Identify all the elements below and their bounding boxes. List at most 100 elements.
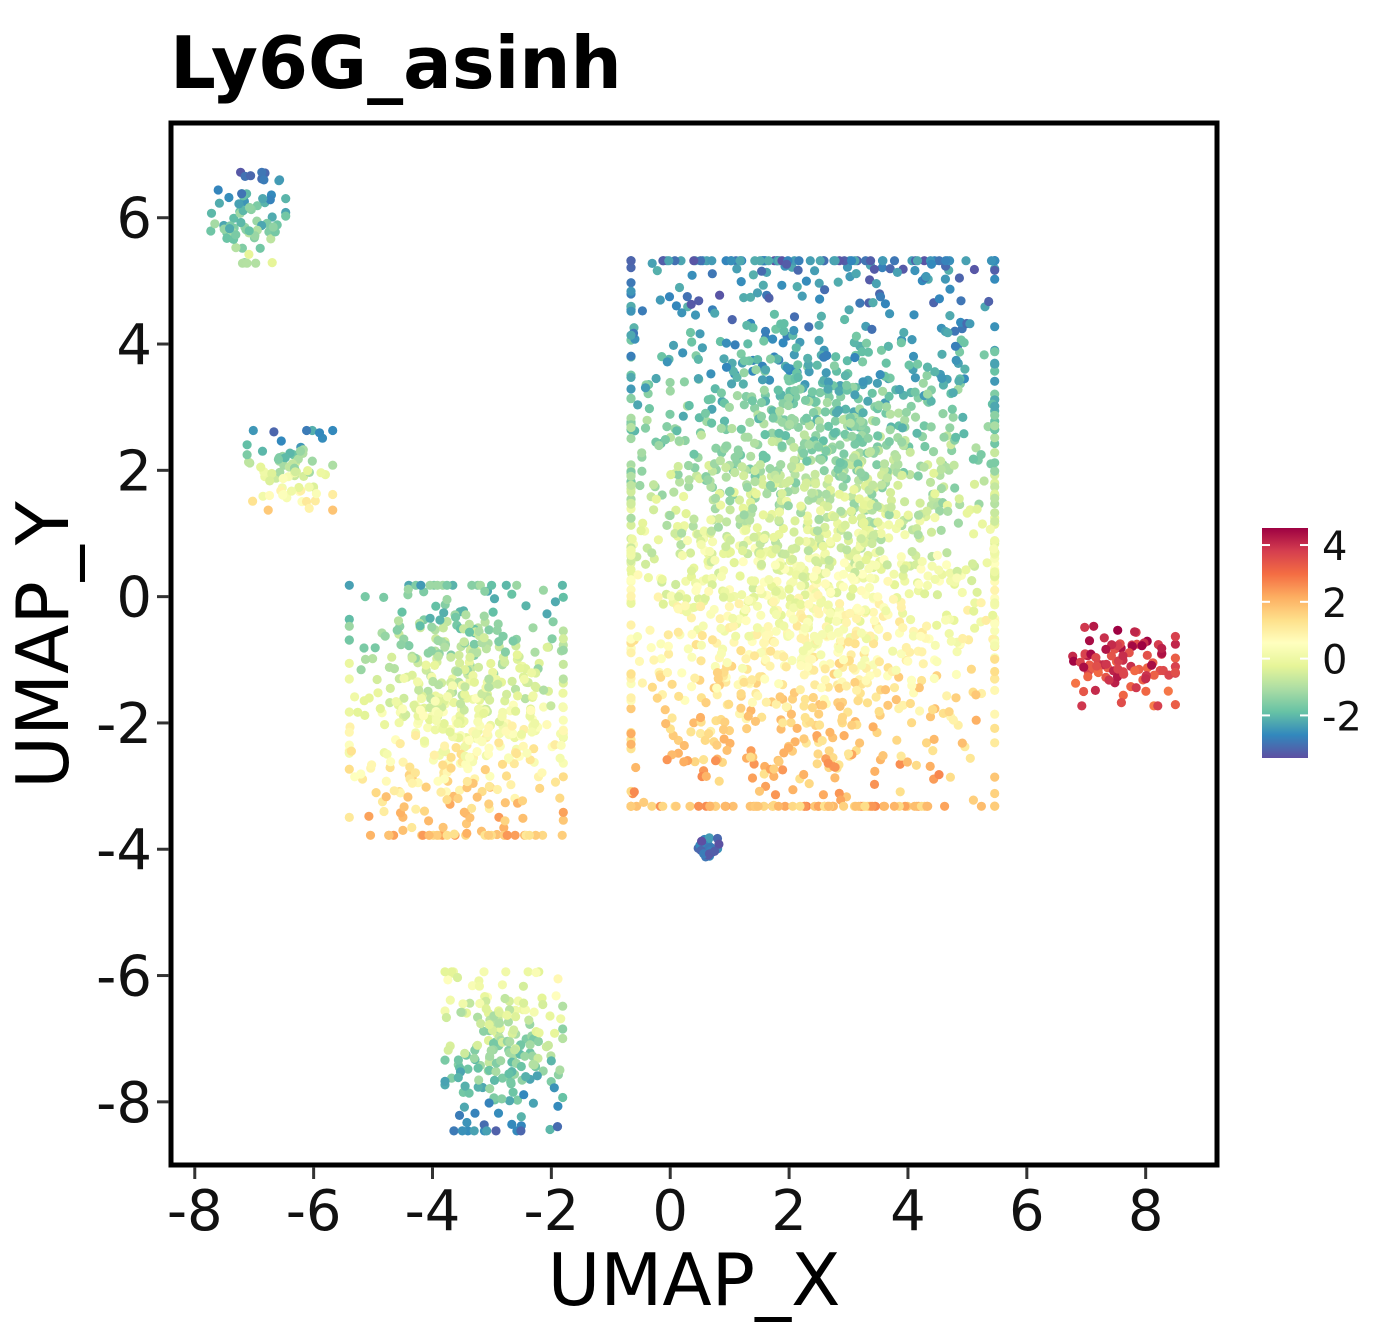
- data-point: [485, 771, 495, 781]
- data-point: [649, 480, 659, 490]
- data-point: [990, 666, 1000, 677]
- data-point: [672, 521, 683, 532]
- data-point: [814, 335, 824, 345]
- data-point: [864, 564, 874, 574]
- data-point: [488, 607, 498, 617]
- data-point: [872, 460, 882, 470]
- data-point: [795, 685, 805, 695]
- data-point: [768, 597, 779, 607]
- data-point: [431, 716, 441, 726]
- data-point: [707, 269, 717, 279]
- data-point: [663, 630, 673, 640]
- data-point: [738, 557, 748, 567]
- data-point: [774, 428, 784, 438]
- data-point: [968, 454, 979, 464]
- data-point: [455, 785, 465, 795]
- data-point: [811, 556, 821, 566]
- data-point: [1079, 662, 1089, 672]
- data-point: [314, 428, 325, 438]
- data-point: [805, 420, 815, 431]
- data-point: [749, 532, 759, 542]
- data-point: [732, 264, 742, 274]
- data-point: [509, 1025, 519, 1035]
- data-point: [730, 467, 740, 478]
- data-point: [438, 760, 448, 770]
- data-point: [533, 1036, 544, 1047]
- data-point: [626, 739, 636, 749]
- data-point: [855, 560, 865, 570]
- data-point: [778, 523, 789, 534]
- data-point: [626, 704, 636, 714]
- data-point: [461, 610, 471, 620]
- data-point: [758, 479, 768, 489]
- data-point: [833, 277, 843, 287]
- data-point: [404, 641, 414, 651]
- data-point: [237, 189, 247, 199]
- data-point: [829, 512, 840, 522]
- data-point: [513, 691, 523, 701]
- y-tick-label: -2: [96, 692, 152, 757]
- data-point: [976, 801, 987, 811]
- data-point: [869, 779, 880, 790]
- data-point: [904, 360, 914, 370]
- data-point: [721, 472, 731, 482]
- data-point: [801, 536, 811, 547]
- x-tick-label: -4: [405, 1179, 461, 1244]
- data-point: [626, 545, 636, 555]
- data-point: [467, 803, 477, 814]
- data-point: [777, 417, 787, 427]
- data-point: [1137, 641, 1147, 651]
- data-point: [508, 636, 518, 646]
- data-point: [875, 546, 885, 556]
- data-point: [523, 967, 533, 977]
- data-point: [922, 362, 933, 372]
- data-point: [874, 657, 885, 667]
- data-point: [929, 734, 939, 745]
- x-tick-label: 6: [1009, 1179, 1045, 1244]
- data-point: [440, 741, 450, 751]
- data-point: [989, 544, 999, 554]
- data-point: [382, 749, 392, 759]
- data-point: [558, 715, 568, 725]
- data-point: [626, 693, 636, 703]
- data-point: [647, 682, 658, 692]
- data-point: [381, 776, 391, 786]
- data-point: [840, 520, 850, 530]
- data-point: [530, 718, 540, 729]
- data-point: [244, 249, 254, 259]
- data-point: [814, 416, 824, 426]
- data-point: [667, 679, 677, 689]
- data-point: [883, 576, 893, 586]
- data-point: [392, 625, 402, 635]
- data-point: [835, 440, 845, 450]
- data-point: [520, 1051, 530, 1061]
- data-point: [791, 343, 801, 353]
- data-point: [737, 462, 747, 472]
- data-point: [506, 780, 516, 790]
- x-tick-label: 8: [1128, 1179, 1164, 1244]
- data-point: [753, 801, 763, 811]
- data-point: [509, 759, 519, 769]
- data-point: [680, 601, 690, 611]
- data-point: [846, 591, 856, 601]
- data-point: [488, 1038, 499, 1049]
- data-point: [906, 615, 916, 625]
- data-point: [712, 690, 722, 700]
- data-point: [894, 518, 905, 529]
- data-point: [736, 349, 746, 359]
- data-point: [479, 967, 489, 977]
- data-point: [633, 400, 643, 410]
- data-point: [895, 759, 905, 769]
- data-point: [712, 668, 723, 678]
- data-point: [897, 423, 908, 433]
- data-point: [732, 391, 743, 401]
- data-point: [689, 449, 699, 459]
- data-point: [242, 440, 252, 450]
- data-point: [866, 256, 876, 266]
- data-point: [652, 693, 662, 703]
- data-point: [990, 482, 1000, 492]
- data-point: [674, 436, 684, 446]
- data-point: [721, 542, 731, 552]
- data-point: [898, 571, 908, 581]
- data-point: [752, 288, 763, 298]
